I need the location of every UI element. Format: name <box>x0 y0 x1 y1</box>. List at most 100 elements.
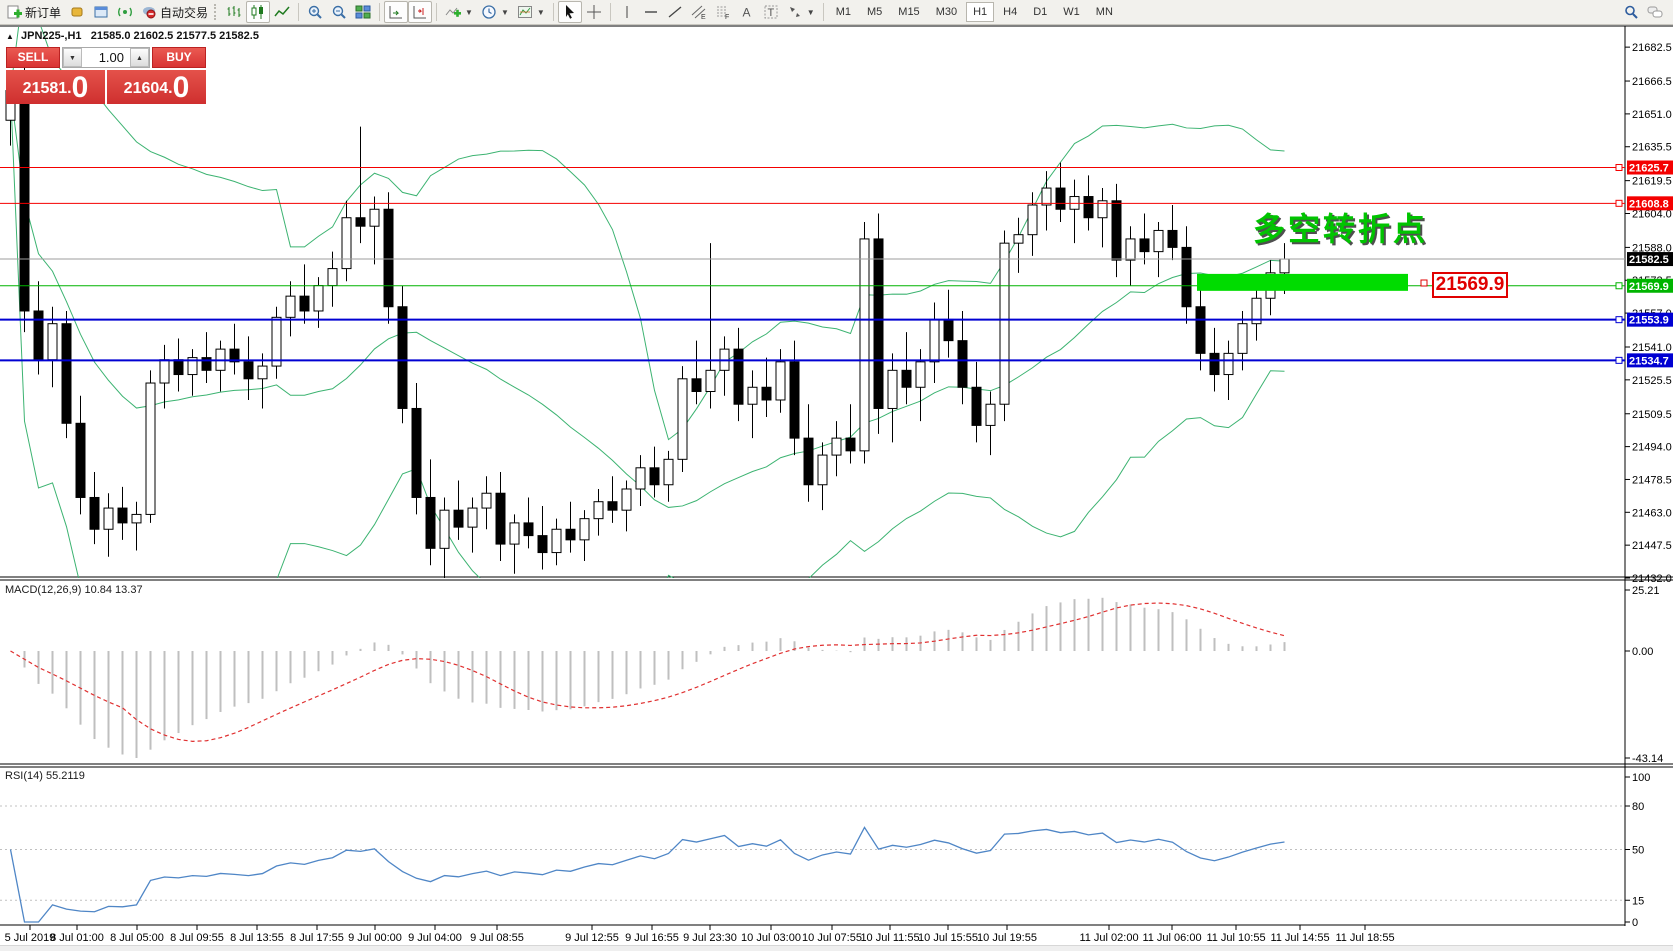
sell-button[interactable]: SELL <box>6 47 60 68</box>
search-button[interactable] <box>1619 1 1643 23</box>
trendline-button[interactable] <box>663 1 687 23</box>
price-axis-label: 21541.0 <box>1632 342 1672 354</box>
candle-bull <box>509 522 520 545</box>
collapse-panel-icon[interactable]: ▲ <box>6 32 14 41</box>
macd-signal-line <box>10 602 1285 742</box>
bollinger-bands <box>10 27 1285 578</box>
timeframe-h4[interactable]: H4 <box>1003 6 1018 18</box>
periods-dropdown-caret: ▼ <box>500 7 509 17</box>
chat-button[interactable] <box>1643 1 1667 23</box>
arrows-button[interactable]: ▼ <box>783 1 819 23</box>
candle-bull <box>1125 238 1136 261</box>
tile-windows-button[interactable] <box>351 1 375 23</box>
volume-value[interactable]: 1.00 <box>98 50 124 65</box>
indicators-button[interactable]: ▼ <box>441 1 477 23</box>
templates-button[interactable]: ▼ <box>513 1 549 23</box>
candle-bear <box>957 340 968 388</box>
time-axis-label: 9 Jul 12:55 <box>565 932 619 944</box>
horizontal-line-button[interactable] <box>639 1 663 23</box>
data-window-icon <box>93 4 109 20</box>
price-chip: 21608.8 <box>1627 196 1673 211</box>
chart-shift-button[interactable] <box>408 1 433 23</box>
sell-price[interactable]: 21581. 0 <box>6 70 105 104</box>
auto-scroll-button[interactable] <box>384 1 409 23</box>
callout-anchor-handle[interactable] <box>1420 279 1428 287</box>
auto-scroll-icon <box>388 4 404 20</box>
candle-bear <box>243 361 254 380</box>
candles <box>5 52 1290 578</box>
chart-text-annotation[interactable]: 多空转折点 <box>1253 211 1429 247</box>
price-chip: 21625.7 <box>1627 160 1673 175</box>
timeframe-w1[interactable]: W1 <box>1063 6 1080 18</box>
text-label-icon: T <box>763 4 779 20</box>
candle-bear <box>523 522 534 537</box>
timeframe-d1[interactable]: D1 <box>1033 6 1048 18</box>
price-axis-label: 21666.5 <box>1632 76 1672 88</box>
templates-icon <box>517 4 533 20</box>
window-bottom-edge <box>0 945 1673 951</box>
time-axis-label: 10 Jul 15:55 <box>918 932 978 944</box>
price-callout-label[interactable]: 21569.9 <box>1432 272 1508 298</box>
timeframe-h1[interactable]: H1 <box>966 2 995 22</box>
buy-price[interactable]: 21604. 0 <box>107 70 206 104</box>
price-axis-label: 21463.0 <box>1632 507 1672 519</box>
line-handle[interactable] <box>1615 282 1623 290</box>
fibonacci-icon: F <box>715 4 731 20</box>
auto-trading-button[interactable]: 自动交易 <box>137 1 212 24</box>
line-chart-button[interactable] <box>270 1 294 23</box>
text-label-button[interactable]: T <box>759 1 783 23</box>
timeframe-m1[interactable]: M1 <box>835 6 851 18</box>
candle-bull <box>145 382 156 515</box>
bar-chart-button[interactable] <box>222 1 246 23</box>
new-order-button[interactable]: 新订单 <box>2 1 65 24</box>
market-depth-button[interactable] <box>65 1 89 23</box>
periods-button[interactable]: ▼ <box>477 1 513 23</box>
vertical-line-button[interactable] <box>615 1 639 23</box>
crosshair-button[interactable] <box>582 1 606 23</box>
line-handle[interactable] <box>1615 356 1623 364</box>
buy-button[interactable]: BUY <box>152 47 206 68</box>
candle-bear <box>19 90 30 312</box>
text-button[interactable]: A <box>735 1 759 23</box>
line-handle[interactable] <box>1615 164 1623 172</box>
cursor-icon <box>562 4 578 20</box>
candlestick-chart-button[interactable] <box>246 1 271 23</box>
timeframe-m5[interactable]: M5 <box>867 6 883 18</box>
timeframe-m30[interactable]: M30 <box>935 6 958 18</box>
zoom-out-button[interactable] <box>327 1 351 23</box>
volume-decrease-button[interactable]: ▼ <box>63 48 82 67</box>
candle-bear <box>495 492 506 545</box>
candle-bear <box>229 348 240 363</box>
rsi-indicator-label: RSI(14) 55.2119 <box>5 770 85 782</box>
highlight-zone[interactable] <box>1197 273 1408 291</box>
text-icon: A <box>739 4 755 20</box>
candle-bear <box>173 359 184 376</box>
price-chip-text: 21534.7 <box>1629 355 1669 367</box>
sell-price-big-digit: 0 <box>71 71 89 104</box>
candle-bull <box>621 488 632 511</box>
price-chip: 21582.5 <box>1627 252 1673 267</box>
candle-bull <box>103 507 114 530</box>
time-axis-label: 11 Jul 18:55 <box>1335 932 1394 944</box>
line-handle[interactable] <box>1615 316 1623 324</box>
candle-bull <box>859 238 870 452</box>
cursor-button[interactable] <box>557 1 582 23</box>
line-handle[interactable] <box>1615 199 1623 207</box>
zoom-in-button[interactable] <box>303 1 327 23</box>
time-axis-label: 9 Jul 08:55 <box>470 932 524 944</box>
equidistant-channel-button[interactable]: E <box>687 1 711 23</box>
candle-bear <box>1139 238 1150 253</box>
candle-bear <box>397 306 408 409</box>
buy-price-main: 21604 <box>123 80 169 97</box>
candle-bull <box>999 242 1010 405</box>
volume-increase-button[interactable]: ▲ <box>130 48 149 67</box>
price-chip-text: 21582.5 <box>1629 254 1669 266</box>
timeframe-mn[interactable]: MN <box>1095 6 1113 18</box>
candle-bull <box>663 458 674 486</box>
candle-bull <box>1027 204 1038 236</box>
data-window-button[interactable] <box>89 1 113 23</box>
signals-button[interactable] <box>113 1 137 23</box>
timeframe-m15[interactable]: M15 <box>898 6 920 18</box>
fibonacci-button[interactable]: F <box>711 1 735 23</box>
